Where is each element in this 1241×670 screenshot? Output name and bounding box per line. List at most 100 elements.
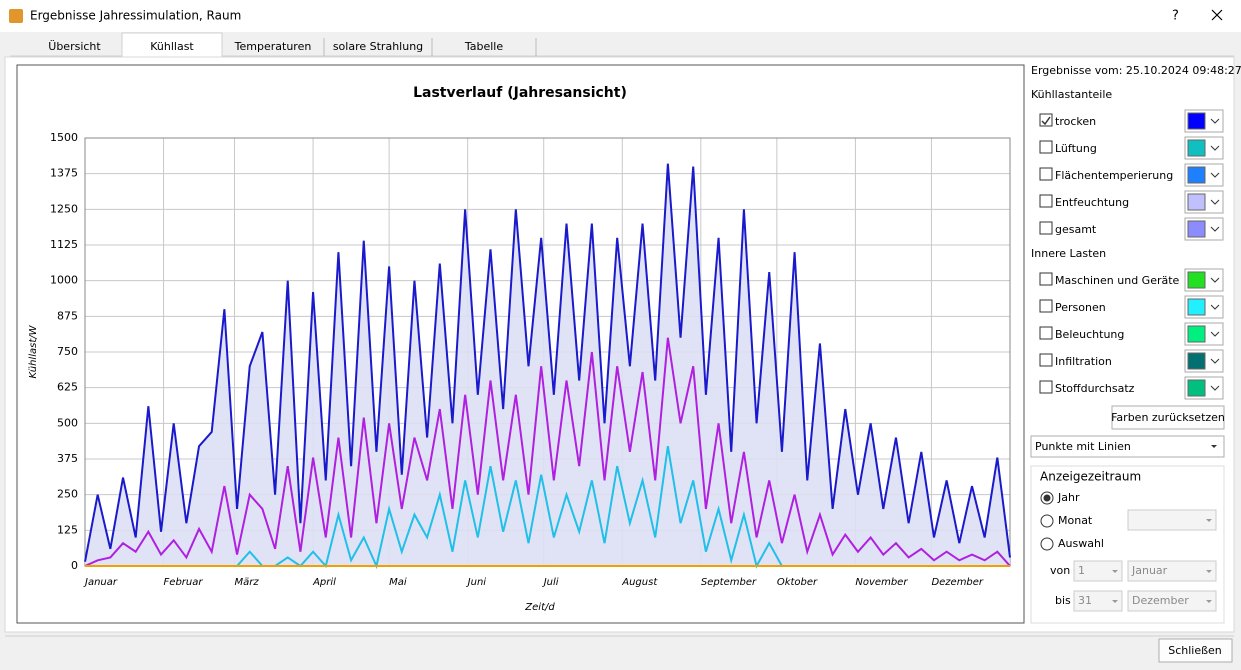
combo [1127, 509, 1217, 531]
radio[interactable] [1040, 537, 1054, 551]
x-tick-label: Februar [164, 577, 204, 588]
y-tick-label: 500 [57, 416, 78, 429]
dropdown-arrow [1210, 304, 1220, 310]
tab[interactable]: solare Strahlung [333, 40, 423, 53]
color-swatch [1187, 112, 1206, 130]
combo-value: Dezember [1132, 594, 1189, 607]
checkbox[interactable] [1039, 353, 1053, 367]
period-group [1030, 465, 1225, 624]
reset-button[interactable] [1111, 405, 1225, 430]
tab[interactable]: Übersicht [48, 40, 101, 53]
checkbox-label: Personen [1055, 301, 1106, 314]
dropdown-arrow [1210, 385, 1220, 391]
tab[interactable]: Tabelle [464, 40, 504, 53]
dropdown-arrow [1210, 358, 1220, 364]
x-tick-label: August [621, 577, 658, 588]
color-swatch [1187, 271, 1206, 289]
color-swatch [1187, 352, 1206, 370]
y-tick-label: 1375 [50, 167, 78, 180]
radio-label: Auswahl [1058, 537, 1104, 550]
checkbox-label: gesamt [1055, 223, 1097, 236]
checkbox-label: Infiltration [1055, 355, 1112, 368]
dropdown-arrow [1210, 172, 1220, 178]
tab[interactable]: Temperaturen [234, 40, 312, 53]
color-swatch [1187, 325, 1206, 343]
checkbox[interactable] [1039, 194, 1053, 208]
chart-title: Lastverlauf (Jahresansicht) [413, 85, 627, 101]
combo-value: 31 [1078, 594, 1092, 607]
checkbox-label: trocken [1055, 115, 1096, 128]
x-tick-label: Mai [389, 577, 407, 588]
combo [1127, 560, 1217, 582]
y-axis-label: Kühllast/W [28, 324, 39, 378]
series-line [84, 163, 1011, 562]
y-tick-label: 1500 [50, 131, 78, 144]
title-bar [0, 0, 1241, 32]
dropdown-arrow [1206, 600, 1212, 603]
close-dialog-label: Schließen [1168, 644, 1222, 657]
y-tick-label: 250 [57, 488, 78, 501]
checkbox-label: Entfeuchtung [1055, 196, 1129, 209]
dropdown-arrow [1210, 199, 1220, 205]
close-icon[interactable] [1211, 9, 1223, 21]
checkbox[interactable] [1039, 113, 1053, 127]
combo [1073, 560, 1123, 582]
checkbox[interactable] [1039, 299, 1053, 313]
x-tick-label: September [701, 577, 757, 588]
series-area [85, 163, 1010, 566]
color-swatch [1187, 379, 1206, 397]
radio[interactable] [1040, 514, 1054, 528]
combo [1073, 590, 1123, 612]
x-tick-label: November [855, 577, 908, 588]
x-tick-label: Oktober [777, 577, 818, 588]
checkbox-label: Lüftung [1055, 142, 1097, 155]
combo-value: 1 [1078, 564, 1085, 577]
combo-value: Januar [1131, 564, 1168, 577]
y-tick-label: 1250 [50, 202, 78, 215]
check-mark [1041, 116, 1051, 126]
close-dialog-button[interactable] [1158, 638, 1233, 663]
color-swatch [1187, 298, 1206, 316]
color-swatch [1187, 193, 1206, 211]
checkbox-label: Flächentemperierung [1055, 169, 1173, 182]
y-tick-label: 875 [57, 309, 78, 322]
app-icon [9, 9, 23, 23]
dropdown-arrow [1210, 331, 1220, 337]
checkbox[interactable] [1039, 221, 1053, 235]
x-tick-label: Juli [542, 577, 559, 588]
dropdown-arrow [1210, 145, 1220, 151]
radio-label: Monat [1058, 514, 1093, 527]
from-label: von [1050, 564, 1070, 577]
checkbox[interactable] [1039, 272, 1053, 286]
combo [1127, 590, 1217, 612]
series-line [84, 337, 1011, 567]
y-tick-label: 625 [57, 381, 78, 394]
x-tick-label: Juni [466, 577, 487, 588]
y-tick-label: 1125 [50, 238, 78, 251]
mode-select[interactable] [1030, 435, 1225, 458]
dropdown-arrow [1210, 226, 1220, 232]
y-tick-label: 0 [71, 559, 78, 572]
color-swatch [1187, 166, 1206, 184]
y-tick-label: 125 [57, 523, 78, 536]
result-date: Ergebnisse vom: 25.10.2024 09:48:27 [1031, 64, 1241, 77]
checkbox-label: Maschinen und Geräte [1055, 274, 1180, 287]
checkbox[interactable] [1039, 380, 1053, 394]
mode-value: Punkte mit Linien [1035, 440, 1131, 453]
dropdown-arrow [1206, 570, 1212, 573]
window-title: Ergebnisse Jahressimulation, Raum [30, 9, 241, 23]
checkbox[interactable] [1039, 326, 1053, 340]
dropdown-arrow [1210, 277, 1220, 283]
tab[interactable]: Kühllast [150, 40, 194, 53]
y-tick-label: 1000 [50, 274, 78, 287]
y-tick-label: 750 [57, 345, 78, 358]
checkbox[interactable] [1039, 140, 1053, 154]
x-axis-label: Zeit/d [524, 602, 555, 613]
checkbox-label: Beleuchtung [1055, 328, 1124, 341]
checkbox[interactable] [1039, 167, 1053, 181]
group-title: Kühllastanteile [1031, 88, 1112, 101]
period-title: Anzeigezeitraum [1040, 470, 1141, 484]
x-tick-label: März [235, 577, 260, 588]
help-button[interactable]: ? [1172, 9, 1179, 24]
